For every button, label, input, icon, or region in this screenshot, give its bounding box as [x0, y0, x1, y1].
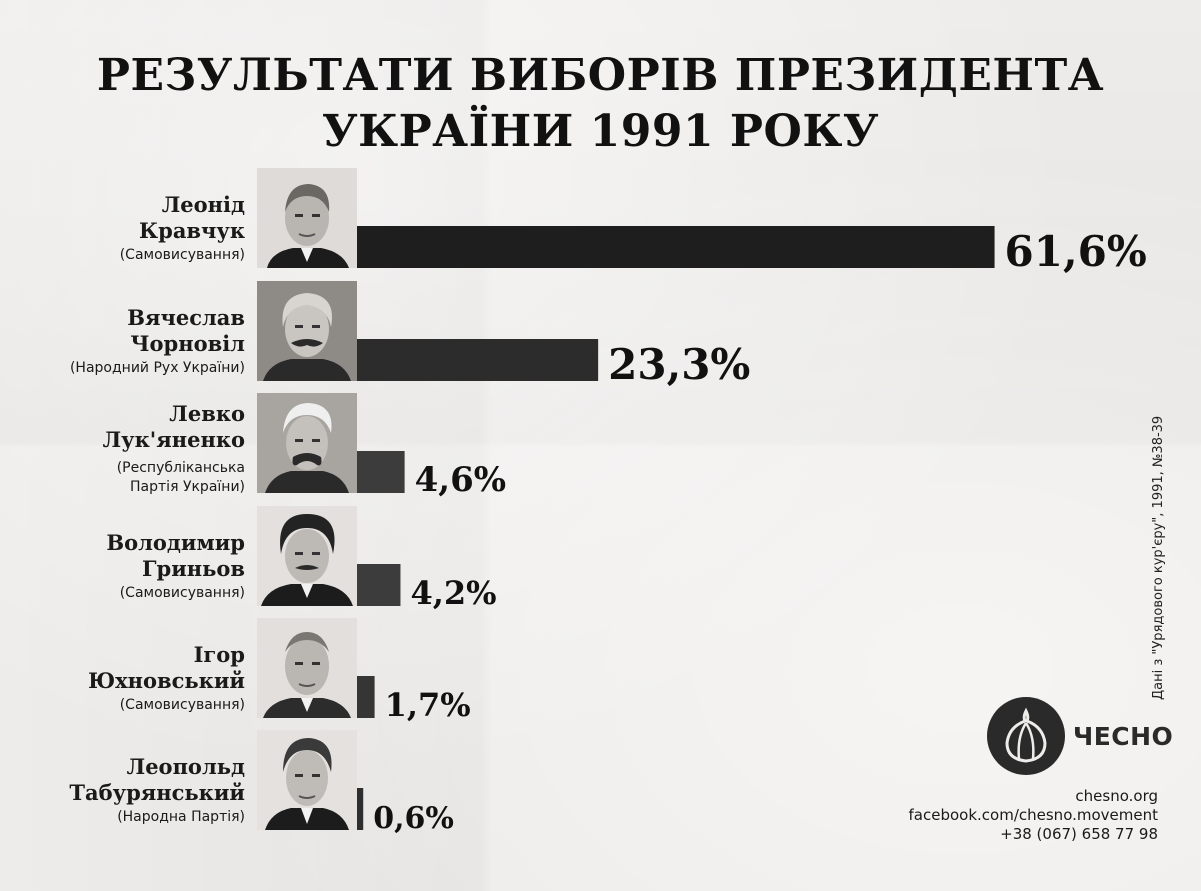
candidate-label: Леонід Кравчук (Самовисування) [5, 192, 245, 265]
candidate-last-name: Гриньов [142, 556, 245, 581]
candidate-party: (Самовисування) [119, 247, 245, 263]
chart-title-line1: РЕЗУЛЬТАТИ ВИБОРІВ ПРЕЗИДЕНТА [96, 50, 1105, 101]
portrait-hrynov-icon [257, 506, 357, 606]
candidate-party: (Народний Рух України) [69, 360, 245, 376]
candidate-first-name: Володимир [106, 530, 245, 555]
bar [357, 451, 405, 493]
portrait-yukhnovsky-icon [257, 618, 357, 718]
candidate-party: (Самовисування) [119, 585, 245, 601]
portrait-lukianenko-icon [257, 393, 357, 493]
candidate-last-name: Чорновіл [130, 331, 245, 356]
candidate-party: (Народна Партія) [117, 809, 245, 825]
candidate-last-name: Юхновський [88, 668, 245, 693]
candidate-row: Вячеслав Чорновіл (Народний Рух України) [0, 281, 1201, 383]
candidate-first-name: Ігор [193, 642, 245, 667]
candidate-label: Ігор Юхновський (Самовисування) [5, 642, 245, 715]
candidate-first-name: Левко [169, 401, 245, 426]
value-label: 1,7% [385, 686, 471, 724]
candidate-row: Володимир Гриньов (Самовисування) [0, 506, 1201, 608]
bar [357, 339, 599, 381]
bar [357, 788, 364, 830]
candidate-party-line2: Партія України) [130, 479, 245, 495]
candidate-label: Леопольд Табурянський (Народна Партія) [5, 754, 245, 827]
portrait-kravchuk-icon [257, 168, 357, 268]
candidate-row: Леонід Кравчук (Самовисування) [0, 168, 1201, 270]
candidate-label: Володимир Гриньов (Самовисування) [5, 530, 245, 603]
contact-phone: +38 (067) 658 77 98 [1000, 825, 1158, 843]
chart-title-line2: УКРАЇНИ 1991 РОКУ [321, 106, 880, 157]
portrait-chornovil-icon [257, 281, 357, 381]
candidate-row: Левко Лук'яненко (Республіканська Партія… [0, 393, 1201, 495]
logo-text: ЧЕСНО [1073, 722, 1174, 751]
candidate-label: Вячеслав Чорновіл (Народний Рух України) [5, 305, 245, 378]
value-label: 0,6% [373, 801, 454, 836]
value-label: 23,3% [608, 340, 750, 389]
bar [357, 564, 401, 606]
value-label: 4,6% [415, 460, 506, 500]
candidate-first-name: Вячеслав [127, 305, 245, 330]
candidate-party-line1: (Республіканська [116, 460, 245, 476]
contact-facebook[interactable]: facebook.com/chesno.movement [908, 806, 1158, 824]
candidate-last-name: Лук'яненко [102, 427, 245, 452]
portrait-taburiansky-icon [257, 730, 357, 830]
candidate-row: Ігор Юхновський (Самовисування) [0, 618, 1201, 720]
bar [357, 226, 995, 268]
candidate-label: Левко Лук'яненко (Республіканська Партія… [5, 401, 245, 497]
value-label: 61,6% [1005, 227, 1147, 276]
source-note: Дані з "Урядового кур'єру", 1991, №38-39 [1151, 415, 1166, 700]
candidate-first-name: Леопольд [126, 754, 245, 779]
garlic-icon [987, 697, 1065, 775]
candidate-last-name: Табурянський [69, 780, 245, 805]
contact-website[interactable]: chesno.org [1075, 787, 1158, 805]
candidate-party: (Самовисування) [119, 697, 245, 713]
candidate-row: Леопольд Табурянський (Народна Партія) [0, 730, 1201, 832]
candidate-last-name: Кравчук [139, 218, 245, 243]
bar [357, 676, 375, 718]
candidate-first-name: Леонід [161, 192, 245, 217]
value-label: 4,2% [410, 574, 496, 612]
